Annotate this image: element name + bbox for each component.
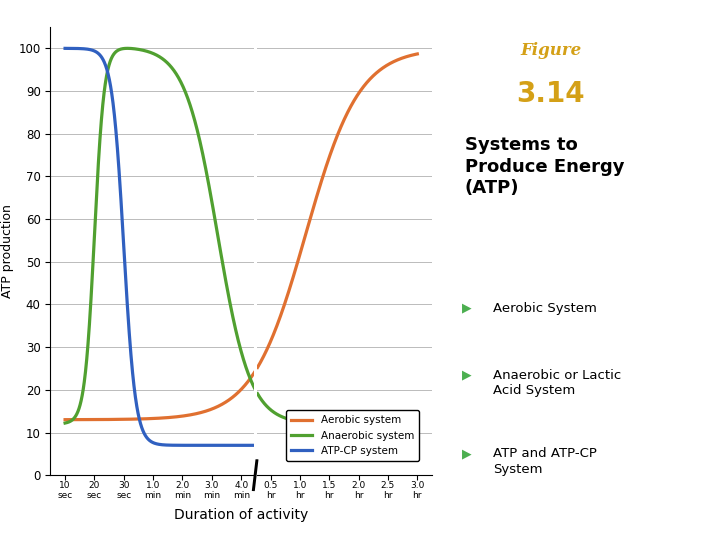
Text: Figure: Figure (520, 42, 582, 59)
X-axis label: Duration of activity: Duration of activity (174, 509, 308, 523)
Text: 3.14: 3.14 (516, 80, 585, 109)
Legend: Aerobic system, Anaerobic system, ATP-CP system: Aerobic system, Anaerobic system, ATP-CP… (287, 410, 419, 461)
Text: ▶: ▶ (462, 301, 472, 315)
Bar (254, 10, 257, 488)
Text: Systems to
Produce Energy
(ATP): Systems to Produce Energy (ATP) (464, 136, 624, 197)
Text: Hoeger & Hoeger, 9th ed. © Wadsworth Publishing: Hoeger & Hoeger, 9th ed. © Wadsworth Pub… (73, 525, 287, 534)
Text: Anaerobic or Lactic
Acid System: Anaerobic or Lactic Acid System (493, 369, 621, 397)
Text: ▶: ▶ (462, 448, 472, 461)
Text: Aerobic System: Aerobic System (493, 301, 597, 315)
Y-axis label: ATP production: ATP production (1, 204, 14, 298)
Text: ATP and ATP-CP
System: ATP and ATP-CP System (493, 448, 597, 476)
Text: ▶: ▶ (462, 369, 472, 382)
